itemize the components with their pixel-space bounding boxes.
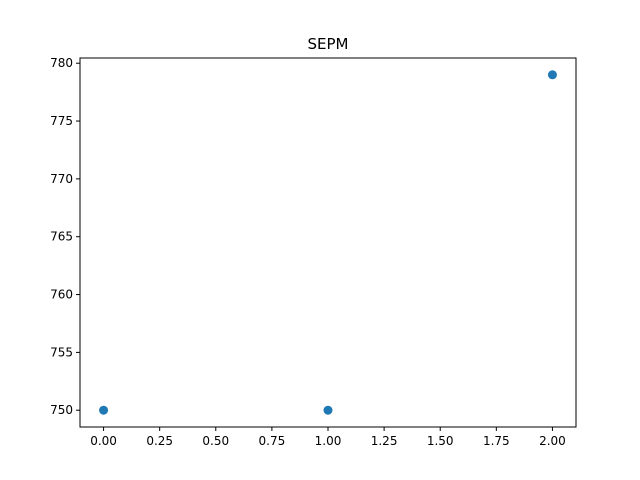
y-tick-label: 760 xyxy=(50,288,73,302)
x-tick-label: 0.75 xyxy=(259,434,286,448)
x-tick-label: 1.50 xyxy=(427,434,454,448)
x-tick-label: 1.75 xyxy=(483,434,510,448)
x-tick-label: 1.00 xyxy=(315,434,342,448)
y-axis-ticks: 750 755 760 765 770 775 780 xyxy=(50,56,80,417)
x-axis-ticks: 0.00 0.25 0.50 0.75 1.00 1.25 1.50 1.75 2.00 xyxy=(90,427,566,448)
scatter-point xyxy=(99,405,109,415)
data-points xyxy=(99,70,557,415)
y-tick-label: 780 xyxy=(50,56,73,70)
y-tick-label: 755 xyxy=(50,345,73,359)
x-tick-label: 2.00 xyxy=(539,434,566,448)
y-tick-label: 775 xyxy=(50,114,73,128)
y-tick-label: 765 xyxy=(50,230,73,244)
x-tick-label: 0.00 xyxy=(90,434,117,448)
plot-frame xyxy=(79,57,577,428)
scatter-point xyxy=(547,70,557,80)
scatter-point xyxy=(323,405,333,415)
x-tick-label: 0.50 xyxy=(202,434,229,448)
x-tick-label: 0.25 xyxy=(146,434,173,448)
y-tick-label: 770 xyxy=(50,172,73,186)
chart-title: SEPM xyxy=(308,35,349,53)
y-tick-label: 750 xyxy=(50,403,73,417)
x-tick-label: 1.25 xyxy=(371,434,398,448)
